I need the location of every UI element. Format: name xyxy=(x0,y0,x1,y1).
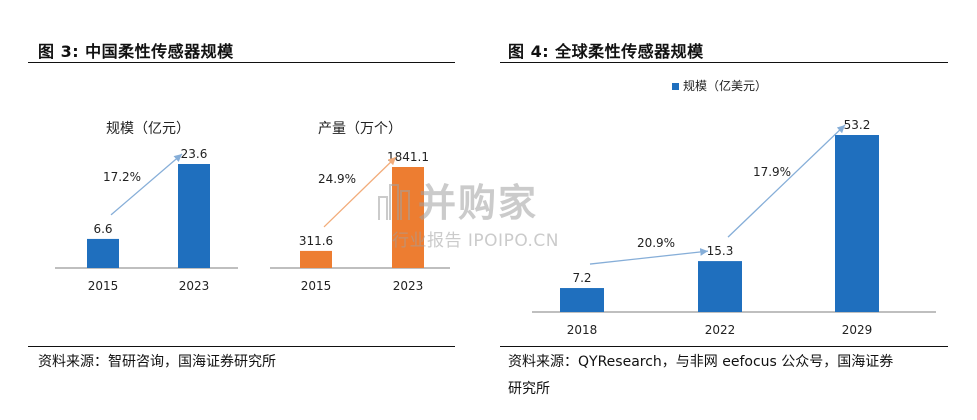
chart-title: 规模（亿元） xyxy=(106,121,190,137)
data-label: 53.2 xyxy=(844,118,871,132)
right-source-line-2: 研究所 xyxy=(508,381,550,397)
chart-title: 产量（万个） xyxy=(318,121,402,137)
growth-rate-label: 20.9% xyxy=(637,236,675,250)
growth-rate-label: 24.9% xyxy=(318,172,356,186)
legend-swatch xyxy=(672,83,679,90)
china-output-chart: 产量（万个） 311.6 2015 1841.1 2023 24.9% xyxy=(270,121,450,293)
x-tick-label: 2023 xyxy=(179,279,210,293)
x-tick-label: 2015 xyxy=(88,279,119,293)
data-label: 23.6 xyxy=(181,147,208,161)
bar-2023 xyxy=(178,164,210,268)
bar-2015 xyxy=(87,238,119,268)
x-tick-label: 2022 xyxy=(705,323,736,337)
growth-arrow xyxy=(727,124,846,238)
china-scale-chart: 规模（亿元） 6.6 2015 23.6 2023 17.2% xyxy=(55,121,238,293)
right-bottom-rule xyxy=(500,346,948,347)
data-label: 311.6 xyxy=(299,234,333,248)
left-bottom-rule xyxy=(28,346,455,347)
bar-2023 xyxy=(392,167,424,268)
growth-arrow xyxy=(323,156,397,228)
bar-2015 xyxy=(300,250,332,268)
data-label: 15.3 xyxy=(707,244,734,258)
x-tick-label: 2015 xyxy=(301,279,332,293)
bar-2029 xyxy=(835,135,879,312)
x-tick-label: 2023 xyxy=(393,279,424,293)
left-top-rule xyxy=(28,62,455,63)
data-label: 1841.1 xyxy=(387,150,429,164)
growth-arrow xyxy=(110,153,183,216)
data-label: 6.6 xyxy=(93,222,112,236)
growth-rate-label: 17.2% xyxy=(103,170,141,184)
bar-2018 xyxy=(560,288,604,312)
growth-rate-label: 17.9% xyxy=(753,165,791,179)
left-source-note: 资料来源：智研咨询，国海证券研究所 xyxy=(38,354,276,370)
global-scale-chart: 规模（亿美元） 7.2 2018 15.3 2022 53.2 2029 20.9% 17.9% xyxy=(532,78,936,337)
right-source-line-1: 资料来源：QYResearch，与非网 eefocus 公众号，国海证券 xyxy=(508,354,894,370)
bar-2022 xyxy=(698,261,742,312)
right-top-rule xyxy=(500,62,948,63)
legend-label: 规模（亿美元） xyxy=(683,78,767,93)
data-label: 7.2 xyxy=(572,271,591,285)
x-tick-label: 2029 xyxy=(842,323,873,337)
figure-3-title: 图 3: 中国柔性传感器规模 xyxy=(38,42,234,61)
x-tick-label: 2018 xyxy=(567,323,598,337)
figure-4-title: 图 4: 全球柔性传感器规模 xyxy=(508,42,704,61)
growth-arrow xyxy=(589,248,709,265)
